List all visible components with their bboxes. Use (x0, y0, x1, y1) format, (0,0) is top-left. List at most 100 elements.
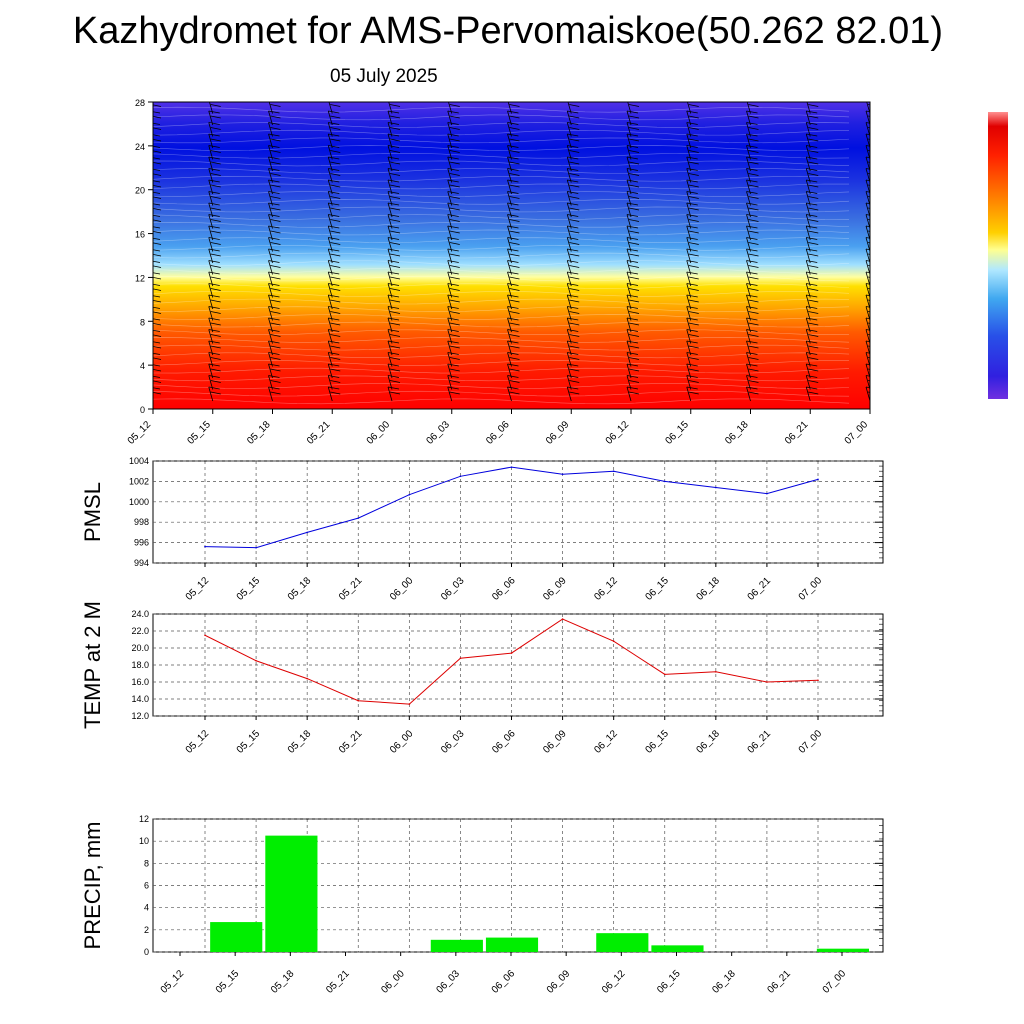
temp-ytick-label: 12.0 (131, 711, 149, 721)
wind-barb-flag (567, 283, 579, 286)
wind-barb-flag (626, 340, 639, 344)
wind-barb-flag (746, 168, 758, 171)
wind-barb-staff (865, 122, 870, 137)
wind-barb-flag (686, 248, 698, 252)
wind-barb-staff (327, 329, 333, 344)
wind-barb-flag (268, 271, 280, 275)
wind-barb-staff (327, 294, 333, 310)
wind-barb-flag (210, 150, 221, 153)
wind-barb-flag (626, 260, 639, 263)
wind-barb-flag (686, 202, 698, 206)
contour-line (153, 321, 850, 328)
wind-barb-flag (686, 271, 698, 275)
wind-barb-flag (210, 219, 221, 222)
wind-barb-flag (865, 352, 870, 354)
wind-barb-flag (567, 214, 579, 217)
wind-barb-staff (387, 352, 393, 367)
wind-barb-staff (208, 145, 214, 160)
wind-barb-flag (806, 133, 818, 137)
wind-barb-flag (507, 317, 519, 321)
temp-data-point (663, 673, 666, 676)
wind-barb-flag (389, 104, 401, 107)
wind-barb-staff (327, 179, 333, 195)
pmsl-ytick-label: 994 (134, 558, 149, 568)
wind-barb-flag (153, 184, 162, 188)
wind-barb-flag (686, 294, 698, 298)
wind-barb-flag (628, 357, 640, 360)
wind-barb-flag (330, 276, 341, 280)
pmsl-data-point (459, 475, 462, 478)
contour-line (153, 106, 850, 113)
wind-barb-staff (686, 329, 692, 344)
wind-barb-flag (330, 207, 341, 211)
precip-xtick-label: 05_18 (269, 968, 297, 996)
wind-barb-flag (686, 110, 698, 114)
wind-barb-flag (569, 173, 580, 176)
wind-barb-flag (387, 145, 400, 148)
temp-ytick-label: 16.0 (131, 677, 149, 687)
wind-barb-flag (626, 386, 639, 390)
precip-bar (265, 835, 318, 952)
wind-barb-flag (806, 100, 817, 102)
heatmap-ytick-label: 12 (135, 273, 145, 283)
wind-barb-flag (447, 237, 459, 240)
precip-xtick-label: 05_21 (324, 968, 352, 996)
wind-barb-flag (153, 283, 161, 286)
wind-barb-flag (389, 138, 401, 142)
precip-xtick-label: 06_06 (490, 968, 518, 996)
wind-barb-staff (865, 352, 870, 367)
wind-barb-flag (269, 100, 280, 102)
wind-barb-flag (507, 168, 519, 171)
wind-barb-flag (208, 375, 220, 378)
wind-barb-staff (208, 237, 214, 252)
pmsl-data-point (510, 466, 513, 468)
wind-barb-flag (330, 391, 341, 395)
wind-barb-flag (865, 110, 870, 113)
wind-barb-staff (686, 271, 692, 287)
wind-barb-flag (808, 150, 819, 153)
wind-barb-flag (688, 288, 699, 291)
wind-barb-flag (389, 276, 401, 280)
wind-barb-staff (153, 169, 154, 171)
wind-barb-staff (686, 375, 692, 390)
wind-barb-staff (387, 317, 393, 333)
wind-barb-staff (153, 181, 154, 183)
wind-barb-flag (208, 352, 220, 355)
wind-barb-flag (270, 196, 281, 199)
wind-barb-staff (805, 329, 811, 344)
wind-barb-flag (328, 329, 340, 332)
wind-barb-staff (153, 307, 154, 309)
wind-barb-flag (746, 225, 758, 229)
wind-barb-flag (153, 322, 162, 326)
wind-barb-staff (806, 102, 811, 114)
wind-barb-staff (327, 191, 333, 206)
wind-barb-flag (806, 156, 818, 160)
wind-barb-flag (626, 306, 639, 309)
wind-barb-flag (447, 340, 459, 344)
wind-barb-flag (270, 368, 281, 372)
wind-barb-flag (449, 138, 460, 142)
wind-barb-flag (567, 352, 579, 355)
wind-barb-flag (865, 375, 870, 377)
wind-barb-staff (746, 248, 751, 264)
wind-barb-flag (328, 191, 340, 194)
wind-barb-staff (746, 133, 751, 149)
wind-barb-flag (153, 104, 162, 107)
wind-barb-flag (268, 156, 280, 160)
wind-barb-flag (210, 115, 221, 119)
wind-barb-flag (626, 122, 639, 125)
wind-barb-staff (208, 110, 214, 126)
wind-barb-staff (387, 260, 393, 275)
wind-barb-staff (208, 375, 214, 390)
wind-barb-flag (270, 230, 281, 234)
wind-barb-flag (628, 380, 640, 383)
pmsl-xtick-label: 06_09 (541, 575, 569, 603)
temp-data-point (408, 703, 411, 705)
wind-barb-staff (686, 248, 692, 264)
wind-barb-flag (808, 115, 819, 119)
wind-barb-staff (507, 168, 512, 183)
wind-barb-staff (328, 102, 333, 114)
wind-barb-staff (746, 306, 751, 321)
wind-barb-flag (449, 115, 460, 119)
wind-barb-flag (268, 225, 280, 229)
